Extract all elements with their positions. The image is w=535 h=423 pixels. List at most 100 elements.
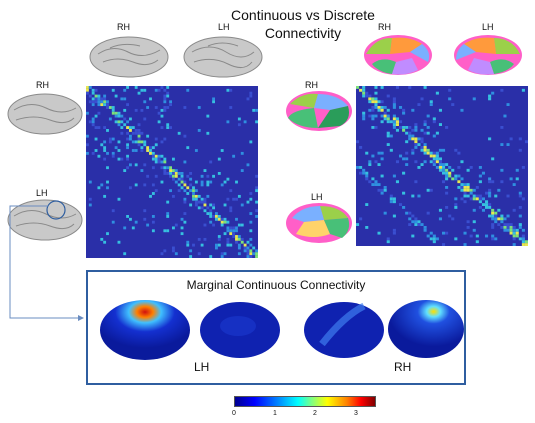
matrix-cell bbox=[123, 117, 127, 121]
matrix-cell bbox=[134, 131, 138, 135]
matrix-cell bbox=[395, 180, 399, 184]
matrix-cell bbox=[200, 200, 204, 204]
matrix-cell bbox=[500, 126, 504, 129]
matrix-cell bbox=[500, 214, 504, 218]
marginal-brain-rh-lateral bbox=[388, 300, 464, 358]
matrix-cell bbox=[438, 157, 442, 161]
matrix-cell bbox=[389, 200, 393, 204]
matrix-cell bbox=[392, 197, 396, 201]
matrix-cell bbox=[192, 194, 195, 198]
matrix-cell bbox=[475, 197, 479, 201]
matrix-cell bbox=[160, 114, 164, 118]
matrix-cell bbox=[129, 129, 132, 132]
matrix-cell bbox=[442, 171, 446, 175]
matrix-cell bbox=[163, 94, 167, 98]
matrix-cell bbox=[137, 140, 141, 144]
matrix-cell bbox=[460, 177, 464, 181]
matrix-cell bbox=[481, 171, 485, 175]
matrix-cell bbox=[120, 131, 124, 135]
matrix-cell bbox=[435, 237, 439, 241]
matrix-cell bbox=[380, 114, 384, 118]
matrix-cell bbox=[117, 197, 121, 201]
matrix-cell bbox=[229, 229, 233, 233]
matrix-cell bbox=[246, 249, 250, 253]
matrix-cell bbox=[383, 211, 387, 215]
matrix-cell bbox=[192, 186, 195, 190]
matrix-cell bbox=[223, 217, 227, 221]
matrix-cell bbox=[503, 114, 507, 118]
matrix-cell bbox=[442, 168, 446, 172]
matrix-cell bbox=[365, 94, 369, 98]
matrix-cell bbox=[200, 197, 204, 201]
matrix-cell bbox=[362, 114, 366, 118]
matrix-cell bbox=[399, 154, 403, 158]
matrix-cell bbox=[140, 131, 144, 135]
matrix-cell bbox=[189, 183, 193, 187]
matrix-cell bbox=[131, 149, 135, 152]
matrix-cell bbox=[249, 192, 253, 195]
colorbar-tick-3: 3 bbox=[354, 410, 358, 417]
matrix-cell bbox=[435, 157, 439, 161]
matrix-cell bbox=[463, 186, 467, 189]
matrix-cell bbox=[163, 106, 167, 109]
matrix-cell bbox=[183, 160, 187, 164]
matrix-cell bbox=[166, 229, 170, 233]
matrix-cell bbox=[200, 206, 204, 210]
label-lh-side-left: LH bbox=[36, 188, 48, 198]
matrix-cell bbox=[506, 223, 510, 226]
matrix-cell bbox=[243, 249, 247, 253]
matrix-cell bbox=[246, 97, 250, 101]
matrix-cell bbox=[103, 97, 107, 101]
matrix-cell bbox=[212, 100, 215, 104]
matrix-cell bbox=[478, 166, 482, 169]
matrix-cell bbox=[423, 86, 427, 89]
matrix-cell bbox=[169, 100, 172, 104]
matrix-cell bbox=[249, 140, 253, 144]
matrix-cell bbox=[509, 231, 513, 235]
matrix-cell bbox=[478, 194, 482, 198]
matrix-cell bbox=[189, 177, 193, 181]
matrix-cell bbox=[491, 234, 495, 238]
matrix-cell bbox=[97, 111, 101, 115]
matrix-cell bbox=[386, 114, 390, 118]
matrix-cell bbox=[457, 151, 461, 155]
matrix-cell bbox=[402, 126, 406, 129]
matrix-cell bbox=[111, 209, 115, 213]
matrix-cell bbox=[186, 186, 190, 190]
matrix-cell bbox=[160, 126, 164, 129]
matrix-cell bbox=[356, 86, 360, 89]
matrix-cell bbox=[146, 174, 150, 178]
matrix-cell bbox=[197, 106, 201, 109]
matrix-cell bbox=[429, 231, 433, 235]
matrix-cell bbox=[123, 226, 127, 230]
matrix-cell bbox=[420, 223, 424, 226]
matrix-cell bbox=[192, 192, 195, 195]
matrix-cell bbox=[414, 140, 418, 144]
matrix-cell bbox=[200, 183, 204, 187]
matrix-cell bbox=[503, 228, 507, 232]
matrix-cell bbox=[457, 174, 461, 178]
matrix-cell bbox=[177, 131, 181, 135]
matrix-cell bbox=[189, 189, 193, 193]
matrix-cell bbox=[448, 88, 452, 92]
matrix-cell bbox=[417, 220, 421, 224]
matrix-cell bbox=[426, 114, 430, 118]
matrix-cell bbox=[383, 114, 387, 118]
matrix-cell bbox=[91, 100, 95, 104]
matrix-cell bbox=[100, 183, 104, 187]
matrix-cell bbox=[491, 226, 495, 229]
matrix-cell bbox=[114, 94, 118, 98]
matrix-cell bbox=[386, 237, 390, 241]
matrix-cell bbox=[97, 94, 101, 98]
matrix-cell bbox=[371, 183, 375, 186]
matrix-cell bbox=[497, 217, 501, 221]
matrix-cell bbox=[129, 186, 132, 190]
matrix-cell bbox=[249, 229, 253, 233]
matrix-cell bbox=[226, 243, 230, 247]
matrix-cell bbox=[194, 194, 198, 198]
label-rh-top-left: RH bbox=[117, 22, 130, 32]
matrix-cell bbox=[429, 100, 433, 104]
matrix-cell bbox=[368, 160, 372, 164]
matrix-cell bbox=[154, 154, 158, 158]
matrix-cell bbox=[411, 214, 415, 218]
